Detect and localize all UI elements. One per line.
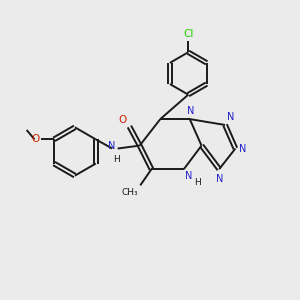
Text: O: O bbox=[119, 115, 127, 125]
Text: H: H bbox=[113, 155, 119, 164]
Text: Cl: Cl bbox=[183, 29, 194, 39]
Text: N: N bbox=[215, 174, 223, 184]
Text: O: O bbox=[31, 134, 39, 144]
Text: N: N bbox=[108, 141, 115, 151]
Text: N: N bbox=[185, 171, 193, 181]
Text: N: N bbox=[226, 112, 234, 122]
Text: CH₃: CH₃ bbox=[121, 188, 138, 197]
Text: H: H bbox=[194, 178, 201, 187]
Text: N: N bbox=[187, 106, 194, 116]
Text: N: N bbox=[239, 143, 246, 154]
